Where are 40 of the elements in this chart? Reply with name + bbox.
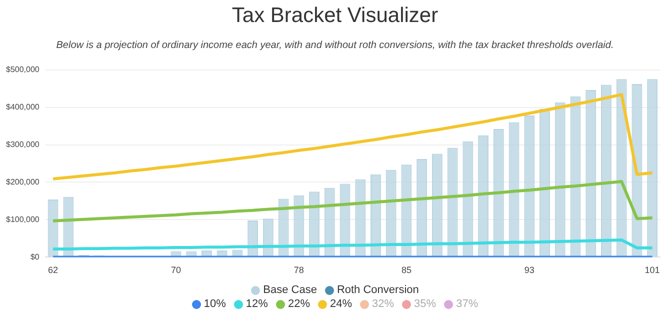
bar: [600, 84, 612, 257]
x-tick-label: 85: [401, 265, 412, 276]
bar: [647, 79, 658, 257]
bar: [554, 102, 566, 257]
bar: [48, 199, 58, 257]
legend-label: Roth Conversion: [336, 284, 419, 296]
bar: [370, 174, 381, 257]
y-tick-label: $0: [30, 252, 40, 262]
x-tick-label: 78: [294, 265, 304, 276]
y-tick-label: $200,000: [6, 177, 40, 186]
legend-label: 10%: [204, 298, 226, 310]
y-tick-label: $100,000: [6, 214, 40, 224]
legend-label: 22%: [288, 298, 310, 310]
y-tick-label: $300,000: [6, 140, 40, 149]
bar: [586, 90, 596, 257]
x-tick-label: 70: [170, 265, 181, 276]
bar: [324, 188, 335, 257]
bar: [493, 129, 504, 257]
bar: [432, 154, 442, 257]
legend-label: 35%: [414, 298, 436, 310]
y-tick-label: $500,000: [6, 65, 40, 74]
legend-label: 32%: [372, 298, 394, 310]
bar: [462, 141, 474, 257]
x-tick-label: 62: [48, 265, 58, 276]
legend-label: 12%: [246, 298, 268, 310]
x-tick-label: 101: [644, 265, 660, 276]
bar: [416, 159, 428, 257]
legend-label: Base Case: [263, 284, 317, 296]
x-tick-label: 93: [524, 265, 534, 276]
bar: [478, 135, 489, 257]
legend-label: 24%: [330, 298, 352, 310]
bar: [524, 116, 535, 257]
bar: [447, 148, 458, 257]
bar: [540, 108, 550, 257]
bar: [401, 164, 412, 257]
chart-subtitle: Below is a projection of ordinary income each year, with and without roth conversions, with the tax bracket thresholds overlaid.: [55, 40, 615, 51]
legend-label: 37%: [456, 298, 478, 310]
bar: [386, 170, 396, 257]
chart-title: Tax Bracket Visualizer: [230, 4, 440, 28]
y-tick-label: $400,000: [6, 102, 40, 112]
